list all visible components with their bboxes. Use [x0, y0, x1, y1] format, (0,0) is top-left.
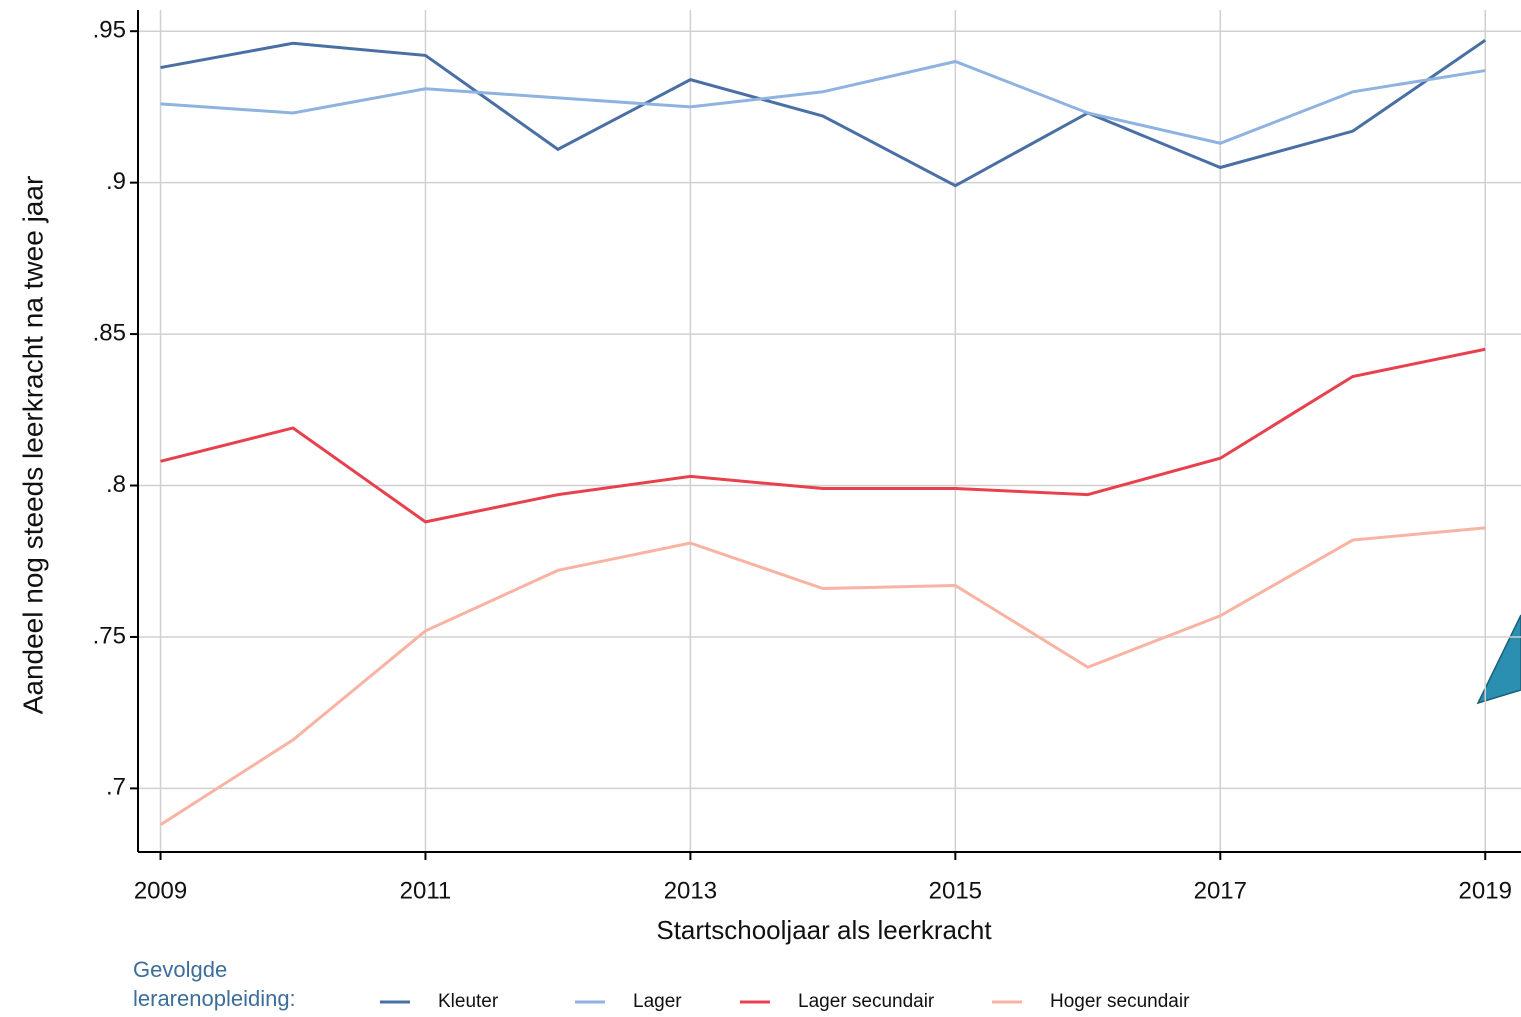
series-line [159, 526, 1486, 827]
y-tick-label: .8 [106, 471, 126, 498]
series-line [160, 59, 1486, 145]
y-axis-label: Aandeel nog steeds leerkracht na twee ja… [17, 176, 48, 715]
legend-label: Kleuter [438, 991, 499, 1012]
legend-label: Hoger secundair [1050, 991, 1190, 1012]
y-tick-label: .9 [106, 168, 126, 195]
legend-label: Lager [633, 991, 682, 1012]
y-tick-label: .75 [93, 622, 126, 649]
series-line [160, 347, 1486, 524]
decoration [1476, 614, 1521, 705]
legend-label: Lager secundair [798, 991, 935, 1012]
x-tick-label: 2011 [400, 877, 452, 904]
y-tick-label: .7 [106, 774, 126, 801]
x-tick-label: 2015 [929, 877, 982, 904]
x-tick-label: 2009 [134, 877, 187, 904]
y-tick-label: .85 [93, 319, 126, 346]
x-tick-label: 2013 [664, 877, 717, 904]
x-tick-label: 2017 [1194, 877, 1247, 904]
x-tick-label: 2019 [1459, 877, 1512, 904]
y-tick-label: .95 [93, 17, 126, 44]
x-axis-label: Startschooljaar als leerkracht [656, 915, 992, 945]
legend-title: Gevolgde lerarenopleiding: [133, 957, 296, 1011]
series-line [160, 39, 1487, 188]
